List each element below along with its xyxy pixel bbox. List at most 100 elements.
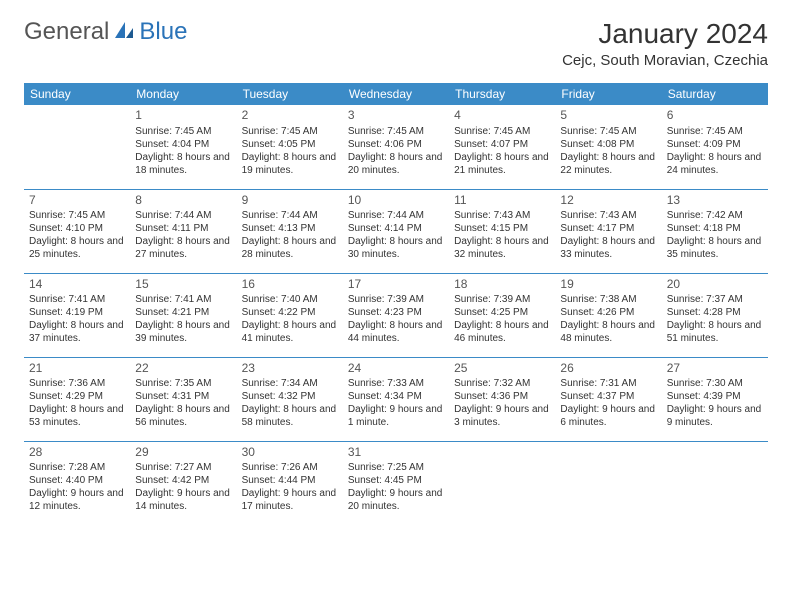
sunset-text: Sunset: 4:09 PM <box>667 138 763 151</box>
day-number: 14 <box>29 277 125 293</box>
sunset-text: Sunset: 4:19 PM <box>29 306 125 319</box>
header: General Blue January 2024 Cejc, South Mo… <box>24 18 768 69</box>
calendar-week-row: 28Sunrise: 7:28 AMSunset: 4:40 PMDayligh… <box>24 441 768 525</box>
day-number: 15 <box>135 277 231 293</box>
sunrise-text: Sunrise: 7:41 AM <box>29 293 125 306</box>
sunset-text: Sunset: 4:45 PM <box>348 474 444 487</box>
sunset-text: Sunset: 4:34 PM <box>348 390 444 403</box>
day-number: 10 <box>348 193 444 209</box>
daylight-text: Daylight: 8 hours and 30 minutes. <box>348 235 444 261</box>
daylight-text: Daylight: 8 hours and 32 minutes. <box>454 235 550 261</box>
day-number: 3 <box>348 108 444 124</box>
daylight-text: Daylight: 9 hours and 17 minutes. <box>242 487 338 513</box>
sunrise-text: Sunrise: 7:31 AM <box>560 377 656 390</box>
logo-text-blue: Blue <box>139 18 187 46</box>
calendar-day-cell: 22Sunrise: 7:35 AMSunset: 4:31 PMDayligh… <box>130 357 236 441</box>
sunset-text: Sunset: 4:10 PM <box>29 222 125 235</box>
sunrise-text: Sunrise: 7:39 AM <box>454 293 550 306</box>
daylight-text: Daylight: 8 hours and 35 minutes. <box>667 235 763 261</box>
day-number: 5 <box>560 108 656 124</box>
day-number: 23 <box>242 361 338 377</box>
daylight-text: Daylight: 8 hours and 24 minutes. <box>667 151 763 177</box>
daylight-text: Daylight: 8 hours and 19 minutes. <box>242 151 338 177</box>
sunset-text: Sunset: 4:39 PM <box>667 390 763 403</box>
sunrise-text: Sunrise: 7:45 AM <box>242 125 338 138</box>
sunrise-text: Sunrise: 7:33 AM <box>348 377 444 390</box>
calendar-day-cell: 21Sunrise: 7:36 AMSunset: 4:29 PMDayligh… <box>24 357 130 441</box>
daylight-text: Daylight: 8 hours and 51 minutes. <box>667 319 763 345</box>
calendar-week-row: 21Sunrise: 7:36 AMSunset: 4:29 PMDayligh… <box>24 357 768 441</box>
daylight-text: Daylight: 9 hours and 6 minutes. <box>560 403 656 429</box>
calendar-day-cell: 26Sunrise: 7:31 AMSunset: 4:37 PMDayligh… <box>555 357 661 441</box>
sunset-text: Sunset: 4:42 PM <box>135 474 231 487</box>
day-header-row: Sunday Monday Tuesday Wednesday Thursday… <box>24 83 768 105</box>
sunset-text: Sunset: 4:21 PM <box>135 306 231 319</box>
sunset-text: Sunset: 4:26 PM <box>560 306 656 319</box>
sunrise-text: Sunrise: 7:36 AM <box>29 377 125 390</box>
month-title: January 2024 <box>562 18 768 50</box>
day-number: 11 <box>454 193 550 209</box>
daylight-text: Daylight: 8 hours and 41 minutes. <box>242 319 338 345</box>
sunrise-text: Sunrise: 7:28 AM <box>29 461 125 474</box>
sunset-text: Sunset: 4:18 PM <box>667 222 763 235</box>
day-number: 13 <box>667 193 763 209</box>
logo: General Blue <box>24 18 187 46</box>
sunrise-text: Sunrise: 7:40 AM <box>242 293 338 306</box>
day-number: 17 <box>348 277 444 293</box>
sunset-text: Sunset: 4:28 PM <box>667 306 763 319</box>
sunrise-text: Sunrise: 7:44 AM <box>135 209 231 222</box>
sunset-text: Sunset: 4:13 PM <box>242 222 338 235</box>
sunset-text: Sunset: 4:25 PM <box>454 306 550 319</box>
daylight-text: Daylight: 8 hours and 44 minutes. <box>348 319 444 345</box>
calendar-day-cell: 20Sunrise: 7:37 AMSunset: 4:28 PMDayligh… <box>662 273 768 357</box>
sunset-text: Sunset: 4:05 PM <box>242 138 338 151</box>
sunrise-text: Sunrise: 7:37 AM <box>667 293 763 306</box>
sunrise-text: Sunrise: 7:27 AM <box>135 461 231 474</box>
daylight-text: Daylight: 8 hours and 46 minutes. <box>454 319 550 345</box>
sunset-text: Sunset: 4:44 PM <box>242 474 338 487</box>
calendar-day-cell: 31Sunrise: 7:25 AMSunset: 4:45 PMDayligh… <box>343 441 449 525</box>
calendar-day-cell: 30Sunrise: 7:26 AMSunset: 4:44 PMDayligh… <box>237 441 343 525</box>
daylight-text: Daylight: 8 hours and 56 minutes. <box>135 403 231 429</box>
day-header: Wednesday <box>343 83 449 105</box>
calendar-day-cell: 17Sunrise: 7:39 AMSunset: 4:23 PMDayligh… <box>343 273 449 357</box>
daylight-text: Daylight: 8 hours and 21 minutes. <box>454 151 550 177</box>
calendar-day-cell: 4Sunrise: 7:45 AMSunset: 4:07 PMDaylight… <box>449 105 555 189</box>
sunrise-text: Sunrise: 7:30 AM <box>667 377 763 390</box>
sunrise-text: Sunrise: 7:44 AM <box>348 209 444 222</box>
sunrise-text: Sunrise: 7:35 AM <box>135 377 231 390</box>
day-number: 18 <box>454 277 550 293</box>
day-number: 22 <box>135 361 231 377</box>
day-number: 9 <box>242 193 338 209</box>
logo-text-general: General <box>24 18 109 46</box>
calendar-day-cell: 12Sunrise: 7:43 AMSunset: 4:17 PMDayligh… <box>555 189 661 273</box>
sunrise-text: Sunrise: 7:45 AM <box>29 209 125 222</box>
daylight-text: Daylight: 8 hours and 58 minutes. <box>242 403 338 429</box>
calendar-day-cell: 6Sunrise: 7:45 AMSunset: 4:09 PMDaylight… <box>662 105 768 189</box>
calendar-day-cell: 23Sunrise: 7:34 AMSunset: 4:32 PMDayligh… <box>237 357 343 441</box>
daylight-text: Daylight: 9 hours and 9 minutes. <box>667 403 763 429</box>
day-header: Sunday <box>24 83 130 105</box>
day-number: 1 <box>135 108 231 124</box>
daylight-text: Daylight: 8 hours and 20 minutes. <box>348 151 444 177</box>
day-number: 21 <box>29 361 125 377</box>
day-header: Tuesday <box>237 83 343 105</box>
title-block: January 2024 Cejc, South Moravian, Czech… <box>562 18 768 69</box>
daylight-text: Daylight: 8 hours and 39 minutes. <box>135 319 231 345</box>
sunrise-text: Sunrise: 7:41 AM <box>135 293 231 306</box>
calendar-week-row: 7Sunrise: 7:45 AMSunset: 4:10 PM Daylight… <box>24 189 768 273</box>
sunrise-text: Sunrise: 7:25 AM <box>348 461 444 474</box>
sunset-text: Sunset: 4:15 PM <box>454 222 550 235</box>
day-number: 7 <box>29 193 125 209</box>
sunset-text: Sunset: 4:36 PM <box>454 390 550 403</box>
day-number: 20 <box>667 277 763 293</box>
sunrise-text: Sunrise: 7:45 AM <box>135 125 231 138</box>
sunrise-text: Sunrise: 7:45 AM <box>348 125 444 138</box>
sunset-text: Sunset: 4:04 PM <box>135 138 231 151</box>
calendar-week-row: 14Sunrise: 7:41 AMSunset: 4:19 PMDayligh… <box>24 273 768 357</box>
calendar-table: Sunday Monday Tuesday Wednesday Thursday… <box>24 83 768 525</box>
sunrise-text: Sunrise: 7:45 AM <box>560 125 656 138</box>
sunset-text: Sunset: 4:37 PM <box>560 390 656 403</box>
day-number: 26 <box>560 361 656 377</box>
location: Cejc, South Moravian, Czechia <box>562 52 768 69</box>
